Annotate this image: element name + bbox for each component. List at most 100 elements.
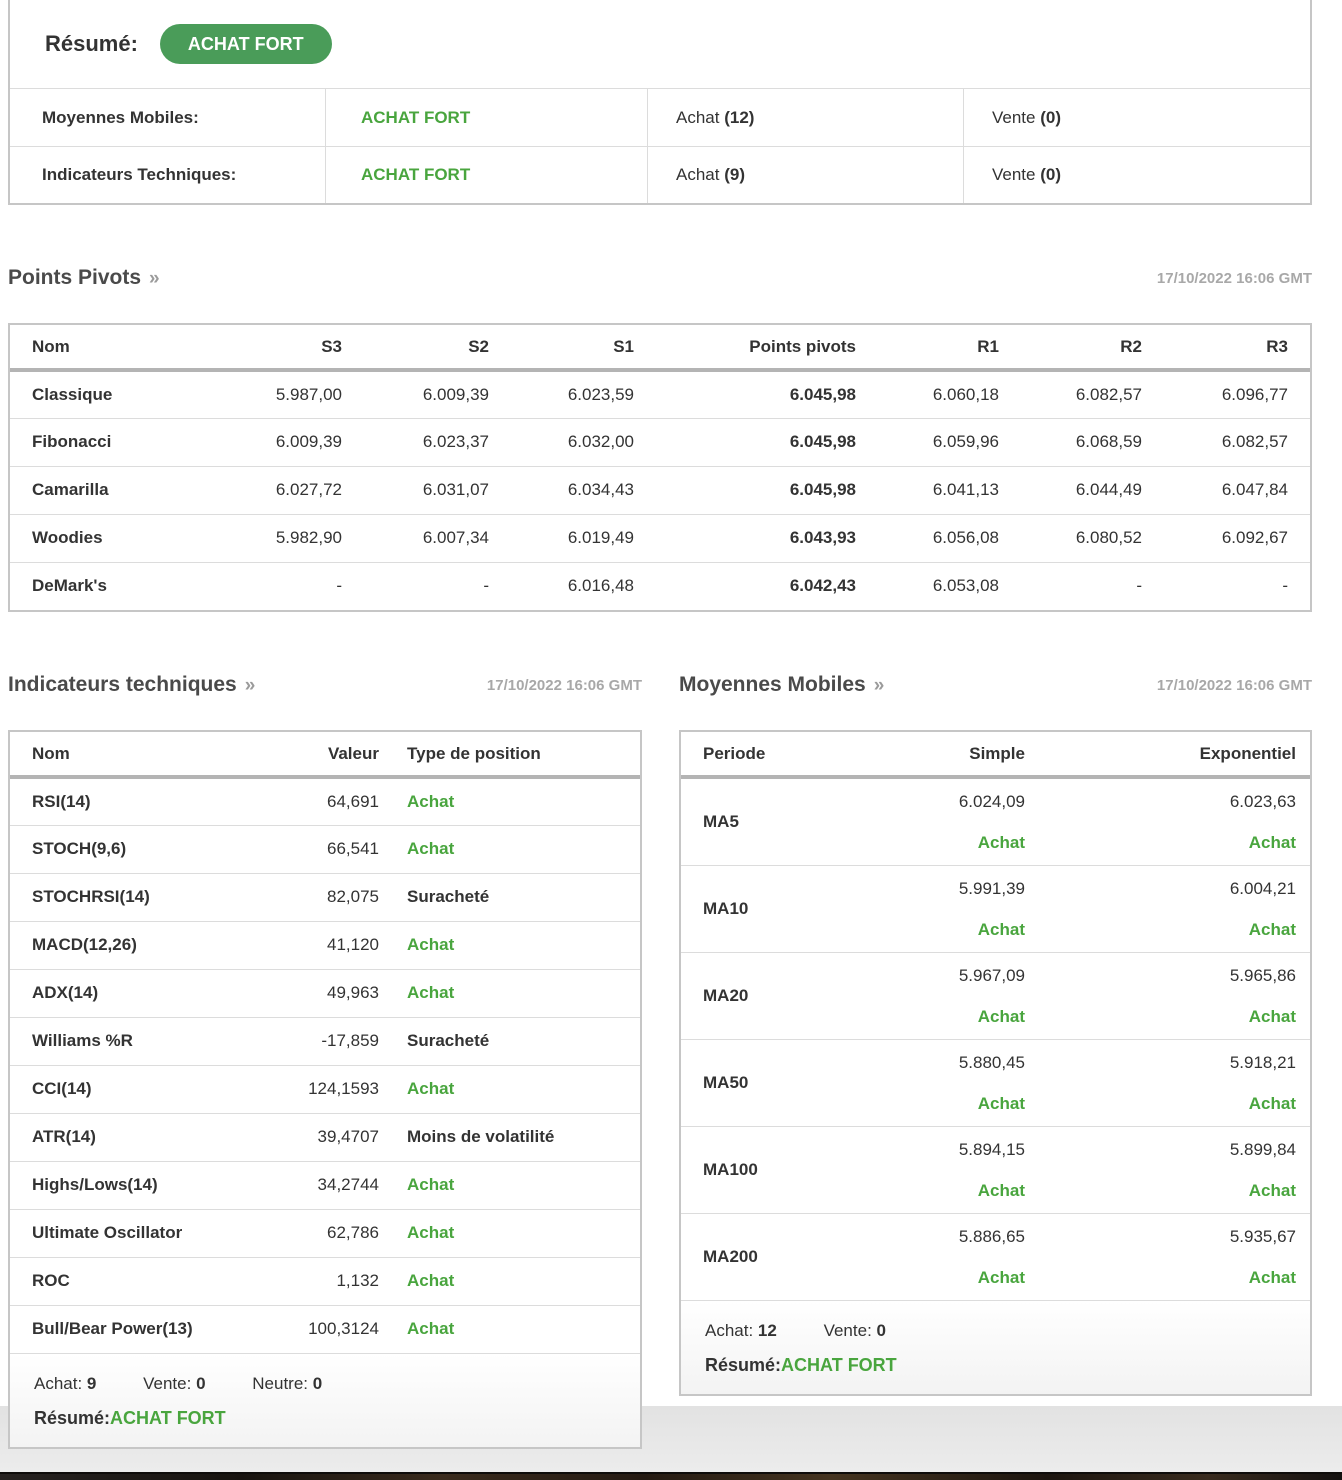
buy-count: (12) xyxy=(724,107,755,127)
pivots-header-row: Nom S3 S2 S1 Points pivots R1 R2 R3 xyxy=(10,325,1310,372)
pivot-s3: 6.009,39 xyxy=(170,417,342,466)
indicator-value: 100,3124 xyxy=(210,1304,379,1353)
pivot-point: 6.045,98 xyxy=(634,417,856,466)
pivot-r2: - xyxy=(999,561,1142,610)
col-points-pivots: Points pivots xyxy=(634,325,856,372)
col-simple: Simple xyxy=(861,732,1039,779)
pivot-s1: 6.019,49 xyxy=(489,513,634,562)
indicator-row: Williams %R -17,859 Suracheté xyxy=(10,1016,640,1065)
indicator-row: ADX(14) 49,963 Achat xyxy=(10,968,640,1017)
col-type-position: Type de position xyxy=(379,732,640,779)
indicator-value: 39,4707 xyxy=(210,1112,379,1161)
indicator-value: 62,786 xyxy=(210,1208,379,1257)
indicator-row: Highs/Lows(14) 34,2744 Achat xyxy=(10,1160,640,1209)
indicator-value: 66,541 xyxy=(210,824,379,873)
pivot-method-name: Camarilla xyxy=(10,465,170,514)
indicator-value: 41,120 xyxy=(210,920,379,969)
pivot-r2: 6.082,57 xyxy=(1075,384,1142,404)
indicator-action: Achat xyxy=(379,824,640,873)
ma-exponential-action: Achat xyxy=(1248,1268,1296,1287)
pivot-method-name: Fibonacci xyxy=(10,417,170,466)
indicator-action: Achat xyxy=(379,1256,640,1305)
buy-count: (9) xyxy=(724,165,745,184)
indicators-column: Indicateurs techniques » 17/10/2022 16:06… xyxy=(8,612,642,1449)
resume-label: Résumé: xyxy=(705,1355,782,1375)
indicator-row: STOCHRSI(14) 82,075 Suracheté xyxy=(10,872,640,921)
indicator-action: Achat xyxy=(379,1304,640,1353)
ma-row: MA20 5.967,09 Achat 5.965,86 xyxy=(681,952,1310,1040)
ma-table: Periode Simple Exponentiel MA5 6.024,09 xyxy=(681,732,1310,1300)
ma-period: MA200 xyxy=(681,1213,861,1300)
ma-simple-value: 5.886,65 xyxy=(958,1227,1025,1246)
ma-counts: Achat: 12 Vente: 0 xyxy=(705,1321,1310,1341)
ma-row: MA5 6.024,09 Achat 6.023,63 xyxy=(681,777,1310,866)
buy-label: Achat xyxy=(676,107,720,127)
indicator-name: Bull/Bear Power(13) xyxy=(10,1304,210,1353)
summary-sell-count: Vente (0) xyxy=(963,147,1310,203)
ma-row: MA10 5.991,39 Achat 6.004,21 xyxy=(681,865,1310,953)
resume-value: ACHAT FORT xyxy=(781,1355,897,1375)
ma-simple-cell: 5.880,45 Achat xyxy=(861,1039,1039,1127)
ma-section-link[interactable]: Moyennes Mobiles » xyxy=(679,673,884,697)
pivot-s3: - xyxy=(170,561,342,610)
ma-header-row: Periode Simple Exponentiel xyxy=(681,732,1310,779)
pivot-s1: 6.016,48 xyxy=(489,561,634,610)
indicator-name: Ultimate Oscillator xyxy=(10,1208,210,1257)
sell-count-pair: Vente: 0 xyxy=(143,1374,206,1393)
ma-period: MA10 xyxy=(681,865,861,953)
pivot-r1: 6.053,08 xyxy=(856,561,999,610)
ma-simple-cell: 5.894,15 Achat xyxy=(861,1126,1039,1214)
indicator-row: Bull/Bear Power(13) 100,3124 Achat xyxy=(10,1304,640,1353)
indicator-name: Williams %R xyxy=(10,1016,210,1065)
ma-row: MA50 5.880,45 Achat 5.918,21 xyxy=(681,1039,1310,1127)
pivot-s2: 6.023,37 xyxy=(342,417,489,466)
indicators-section-head: Indicateurs techniques » 17/10/2022 16:06… xyxy=(8,670,642,700)
pivot-r1: 6.059,96 xyxy=(856,417,999,466)
ma-exponential-cell: 5.918,21 Achat xyxy=(1039,1039,1310,1127)
ma-timestamp: 17/10/2022 16:06 GMT xyxy=(1156,676,1312,694)
pivots-body: Classique 5.987,00 6.009,39 6.023,59 6.0… xyxy=(10,370,1310,610)
indicator-name: ROC xyxy=(10,1256,210,1305)
indicators-section-link[interactable]: Indicateurs techniques » xyxy=(8,673,255,697)
pivot-s1: 6.032,00 xyxy=(489,417,634,466)
indicators-table: Nom Valeur Type de position RSI(14) 64,6… xyxy=(10,732,640,1353)
col-valeur: Valeur xyxy=(210,732,379,779)
pivot-s2: 6.031,07 xyxy=(342,465,489,514)
pivots-table: Nom S3 S2 S1 Points pivots R1 R2 R3 Clas… xyxy=(10,325,1310,610)
pivots-timestamp: 17/10/2022 16:06 GMT xyxy=(1156,269,1312,287)
pivot-r3: 6.082,57 xyxy=(1142,417,1310,466)
indicators-footer: Achat: 9 Vente: 0 Neutre: 0 Résumé:ACHAT… xyxy=(10,1353,640,1447)
pivot-method-name: Woodies xyxy=(10,513,170,562)
buy-count-pair: Achat: 12 xyxy=(705,1321,777,1340)
pivots-section-link[interactable]: Points Pivots » xyxy=(8,266,160,290)
ma-exponential-value: 5.965,86 xyxy=(1229,966,1296,985)
indicator-name: Highs/Lows(14) xyxy=(10,1160,210,1209)
pivot-row: DeMark's - - 6.016,48 6.042,43 6.053,08 … xyxy=(10,561,1310,610)
ma-exponential-cell: 6.004,21 Achat xyxy=(1039,865,1310,953)
ma-exponential-value: 6.023,63 xyxy=(1229,792,1296,811)
indicator-row: Ultimate Oscillator 62,786 Achat xyxy=(10,1208,640,1257)
indicators-resume: Résumé:ACHAT FORT xyxy=(34,1408,640,1429)
summary-sell-count: Vente (0) xyxy=(963,89,1310,146)
ma-exponential-cell: 5.965,86 Achat xyxy=(1039,952,1310,1040)
indicator-name: RSI(14) xyxy=(32,791,91,811)
indicators-timestamp: 17/10/2022 16:06 GMT xyxy=(486,676,642,694)
col-nom: Nom xyxy=(10,325,170,372)
col-r3: R3 xyxy=(1142,325,1310,372)
chevron-right-icon: » xyxy=(244,675,256,696)
pivot-r2: 6.080,52 xyxy=(999,513,1142,562)
pivots-title: Points Pivots xyxy=(8,266,142,289)
indicator-action: Achat xyxy=(407,791,455,811)
indicator-value: 34,2744 xyxy=(210,1160,379,1209)
ma-simple-value: 5.991,39 xyxy=(958,879,1025,898)
ma-body: MA5 6.024,09 Achat 6.023,63 xyxy=(681,777,1310,1300)
ma-exponential-action: Achat xyxy=(1248,920,1296,939)
col-exponentiel: Exponentiel xyxy=(1039,732,1310,779)
ma-exponential-action: Achat xyxy=(1248,1007,1296,1026)
indicator-name: ATR(14) xyxy=(10,1112,210,1161)
ma-period: MA5 xyxy=(703,812,739,831)
ma-exponential-cell: 6.023,63 Achat xyxy=(1039,777,1310,866)
summary-row-label: Moyennes Mobiles: xyxy=(42,107,199,127)
indicator-action: Achat xyxy=(379,1208,640,1257)
sell-label: Vente xyxy=(992,165,1036,184)
